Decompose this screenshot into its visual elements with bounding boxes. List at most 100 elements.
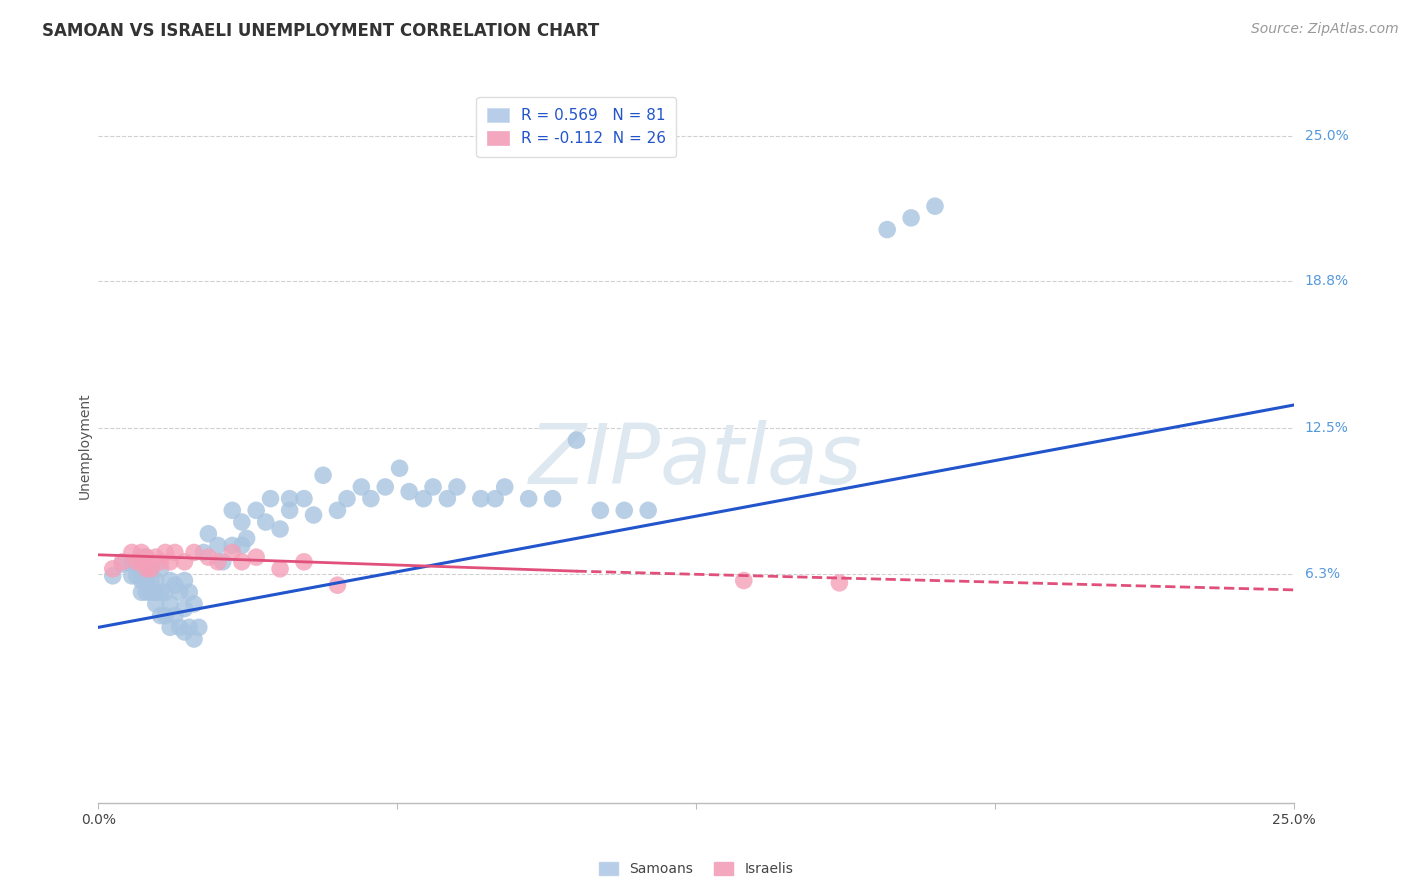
- Point: [155, 545, 177, 559]
- Point: [589, 503, 612, 517]
- Point: [131, 574, 153, 588]
- Point: [169, 585, 191, 599]
- Point: [173, 555, 195, 569]
- Point: [541, 491, 564, 506]
- Point: [169, 620, 191, 634]
- Point: [125, 569, 148, 583]
- Y-axis label: Unemployment: Unemployment: [77, 392, 91, 500]
- Point: [637, 503, 659, 517]
- Point: [259, 491, 281, 506]
- Point: [470, 491, 492, 506]
- Point: [159, 597, 181, 611]
- Point: [187, 620, 209, 634]
- Point: [231, 555, 253, 569]
- Point: [207, 538, 229, 552]
- Point: [135, 562, 157, 576]
- Point: [231, 538, 253, 552]
- Point: [111, 555, 134, 569]
- Point: [183, 632, 205, 646]
- Point: [149, 555, 172, 569]
- Point: [197, 550, 219, 565]
- Point: [245, 503, 267, 517]
- Text: 25.0%: 25.0%: [1305, 129, 1348, 143]
- Point: [900, 211, 922, 225]
- Point: [924, 199, 946, 213]
- Point: [412, 491, 434, 506]
- Point: [221, 538, 243, 552]
- Point: [193, 545, 215, 559]
- Text: Source: ZipAtlas.com: Source: ZipAtlas.com: [1251, 22, 1399, 37]
- Point: [221, 545, 243, 559]
- Point: [155, 608, 177, 623]
- Point: [139, 585, 162, 599]
- Text: 18.8%: 18.8%: [1305, 274, 1348, 288]
- Point: [278, 491, 301, 506]
- Point: [422, 480, 444, 494]
- Point: [131, 555, 153, 569]
- Text: 6.3%: 6.3%: [1305, 566, 1340, 581]
- Point: [135, 550, 157, 565]
- Point: [173, 625, 195, 640]
- Point: [183, 545, 205, 559]
- Point: [613, 503, 636, 517]
- Point: [876, 222, 898, 236]
- Point: [179, 585, 201, 599]
- Point: [149, 562, 172, 576]
- Point: [131, 545, 153, 559]
- Point: [135, 550, 157, 565]
- Point: [828, 575, 851, 590]
- Point: [159, 555, 181, 569]
- Point: [131, 562, 153, 576]
- Point: [183, 597, 205, 611]
- Point: [360, 491, 382, 506]
- Text: ZIPatlas: ZIPatlas: [529, 420, 863, 500]
- Point: [436, 491, 458, 506]
- Point: [269, 522, 291, 536]
- Point: [145, 550, 167, 565]
- Point: [292, 555, 315, 569]
- Point: [135, 562, 157, 576]
- Point: [159, 574, 181, 588]
- Point: [336, 491, 359, 506]
- Text: 12.5%: 12.5%: [1305, 421, 1348, 435]
- Point: [494, 480, 516, 494]
- Legend: Samoans, Israelis: Samoans, Israelis: [593, 856, 799, 881]
- Point: [326, 503, 349, 517]
- Point: [207, 555, 229, 569]
- Point: [135, 574, 157, 588]
- Point: [231, 515, 253, 529]
- Point: [446, 480, 468, 494]
- Point: [302, 508, 325, 522]
- Point: [149, 608, 172, 623]
- Point: [125, 555, 148, 569]
- Point: [125, 557, 148, 571]
- Point: [517, 491, 540, 506]
- Point: [163, 545, 186, 559]
- Point: [131, 585, 153, 599]
- Text: SAMOAN VS ISRAELI UNEMPLOYMENT CORRELATION CHART: SAMOAN VS ISRAELI UNEMPLOYMENT CORRELATI…: [42, 22, 599, 40]
- Point: [111, 557, 134, 571]
- Point: [278, 503, 301, 517]
- Point: [145, 597, 167, 611]
- Point: [135, 585, 157, 599]
- Point: [173, 601, 195, 615]
- Point: [733, 574, 755, 588]
- Point: [149, 585, 172, 599]
- Point: [131, 550, 153, 565]
- Point: [235, 532, 257, 546]
- Point: [155, 585, 177, 599]
- Point: [197, 526, 219, 541]
- Point: [254, 515, 277, 529]
- Point: [163, 608, 186, 623]
- Point: [565, 433, 588, 447]
- Point: [326, 578, 349, 592]
- Point: [159, 620, 181, 634]
- Point: [211, 555, 233, 569]
- Point: [145, 585, 167, 599]
- Point: [312, 468, 335, 483]
- Point: [374, 480, 396, 494]
- Point: [350, 480, 373, 494]
- Point: [292, 491, 315, 506]
- Point: [179, 620, 201, 634]
- Point: [398, 484, 420, 499]
